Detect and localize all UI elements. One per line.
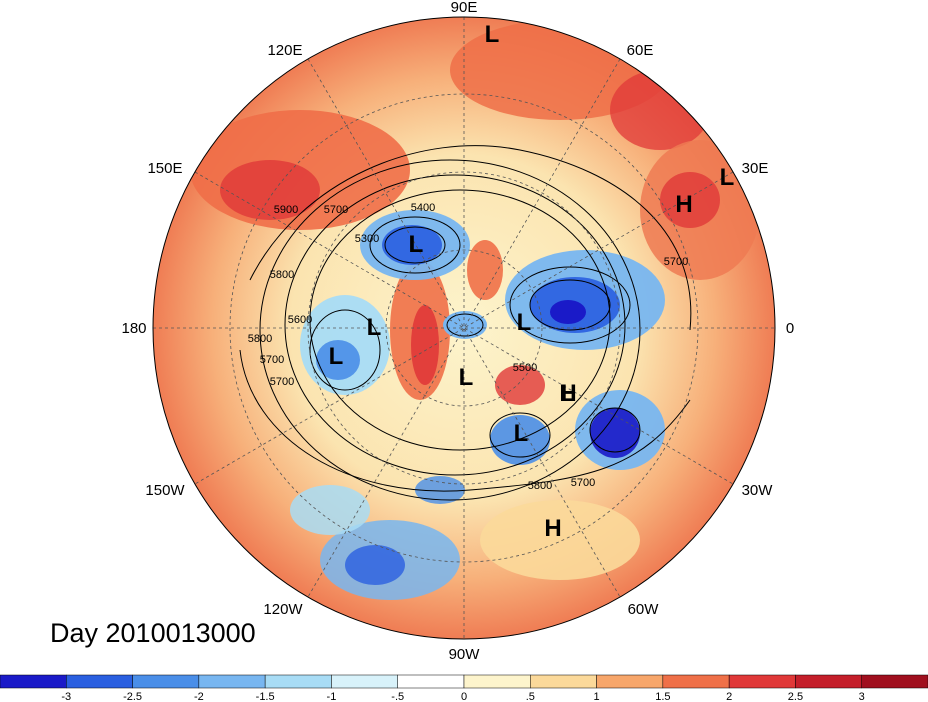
- colorbar-tick-label: -.5: [391, 691, 404, 702]
- longitude-label: 60W: [628, 601, 660, 618]
- low-pressure-label: L: [409, 231, 424, 258]
- high-pressure-label: H: [544, 515, 561, 542]
- colorbar-swatch: [264, 674, 332, 689]
- longitude-label: 150E: [147, 160, 182, 177]
- low-pressure-label: L: [409, 231, 424, 258]
- contour-label: 5400: [411, 202, 435, 214]
- longitude-label: 30W: [742, 482, 774, 499]
- contour-label: 5300: [355, 233, 379, 245]
- colorbar-tick-label: 1: [594, 691, 600, 702]
- map-boundary: [152, 16, 776, 640]
- colorbar-swatch: [530, 674, 597, 689]
- high-pressure-label: H: [559, 380, 576, 407]
- colorbar-swatch: [66, 674, 133, 689]
- colorbar-tick-label: -2: [194, 691, 204, 702]
- low-pressure-label: L: [459, 364, 474, 391]
- colorbar-tick-label: .5: [526, 691, 535, 702]
- colorbar-tick-label: 1.5: [655, 691, 670, 702]
- contour-label: 5900: [274, 204, 298, 216]
- contour-label: 5500: [513, 362, 537, 374]
- high-pressure-label: H: [675, 191, 692, 218]
- longitude-label: 90W: [449, 646, 481, 663]
- low-pressure-label: L: [517, 309, 532, 336]
- contour-label: 5800: [270, 269, 294, 281]
- low-pressure-label: L: [329, 343, 344, 370]
- colorbar-swatch: [861, 674, 928, 689]
- longitude-label: 150W: [145, 482, 185, 499]
- height-contours: [239, 145, 692, 501]
- longitude-label: 0: [786, 320, 794, 337]
- low-pressure-label: L: [514, 420, 529, 447]
- colorbar-swatch: [132, 674, 200, 689]
- contour-label: 5700: [324, 204, 348, 216]
- longitude-label: 120W: [263, 601, 303, 618]
- colorbar-swatch: [198, 674, 266, 689]
- graticule: [153, 17, 775, 639]
- colorbar-swatch: [795, 674, 862, 689]
- polar-map: 90E 60E 30E 0 30W 60W 90W 120W 150W 180 150E 120E L…: [121, 0, 794, 663]
- contour-label: 5700: [260, 354, 284, 366]
- colorbar-swatch: [0, 674, 67, 689]
- colorbar-tick-label: -3: [61, 691, 71, 702]
- low-pressure-label: L: [367, 314, 382, 341]
- day-title: Day 2010013000: [50, 618, 256, 648]
- colorbar-swatch: [331, 674, 398, 689]
- colorbar-tick-label: 0: [461, 691, 467, 702]
- longitude-label: 30E: [742, 160, 769, 177]
- colorbar-tick-label: 2.5: [788, 691, 803, 702]
- low-pressure-label: L: [720, 164, 735, 191]
- longitude-label: 180: [121, 320, 146, 337]
- longitude-label: 60E: [627, 42, 654, 59]
- longitude-label: 120E: [267, 42, 302, 59]
- colorbar-swatch: [662, 674, 730, 689]
- longitude-label: 90E: [451, 0, 478, 16]
- colorbar-swatch: [728, 674, 796, 689]
- colorbar-swatch: [596, 674, 664, 689]
- colorbar: -3 -2.5 -2 -1.5 -1 -.5 0 .5 1 1.5 2 2.5 3: [0, 674, 928, 702]
- low-pressure-label: L: [561, 380, 576, 407]
- contour-label: 5600: [288, 314, 312, 326]
- low-pressure-label: L: [485, 21, 500, 48]
- colorbar-tick-label: -1: [327, 691, 337, 702]
- colorbar-tick-label: -2.5: [123, 691, 142, 702]
- colorbar-tick-label: 2: [726, 691, 732, 702]
- contour-label: 5700: [270, 376, 294, 388]
- contour-label: 5700: [571, 477, 595, 489]
- contour-label: 5700: [664, 256, 688, 268]
- colorbar-tick-label: 3: [859, 691, 865, 702]
- colorbar-swatch: [463, 674, 531, 689]
- contour-label: 5800: [528, 480, 552, 492]
- colorbar-tick-label: -1.5: [256, 691, 275, 702]
- colorbar-swatch: [397, 674, 465, 689]
- contour-label: 5800: [248, 333, 272, 345]
